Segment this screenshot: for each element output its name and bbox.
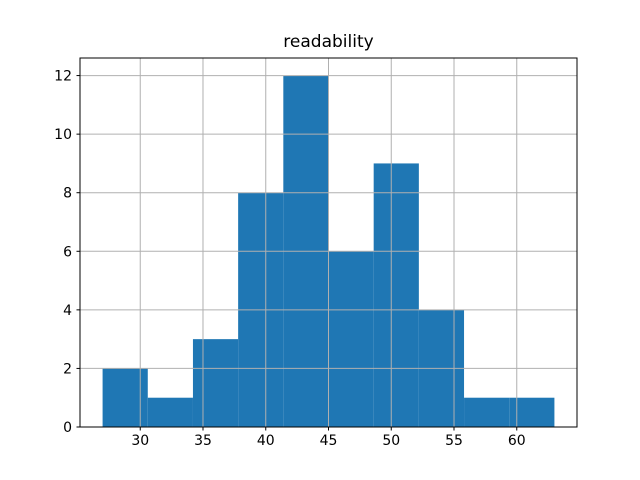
histogram-bar (102, 368, 148, 427)
x-tick-label: 55 (445, 433, 463, 449)
x-tick-label: 45 (320, 433, 338, 449)
histogram-bar (328, 251, 374, 427)
x-tick-label: 50 (382, 433, 400, 449)
y-tick-label: 4 (63, 303, 72, 319)
x-tick-label: 30 (131, 433, 149, 449)
histogram-bar (373, 163, 419, 427)
y-tick-label: 12 (54, 69, 72, 85)
x-tick-label: 40 (257, 433, 275, 449)
histogram-bar (464, 397, 510, 427)
x-tick-label: 35 (194, 433, 212, 449)
histogram-bar (509, 397, 555, 427)
x-tick-label: 60 (508, 433, 526, 449)
histogram-bar (147, 397, 193, 427)
y-tick-label: 0 (63, 420, 72, 436)
y-tick-label: 6 (63, 244, 72, 260)
chart-title: readability (283, 32, 374, 52)
y-tick-label: 8 (63, 186, 72, 202)
histogram-bar (192, 339, 239, 427)
y-tick-label: 10 (54, 127, 72, 143)
y-tick-label: 2 (63, 361, 72, 377)
